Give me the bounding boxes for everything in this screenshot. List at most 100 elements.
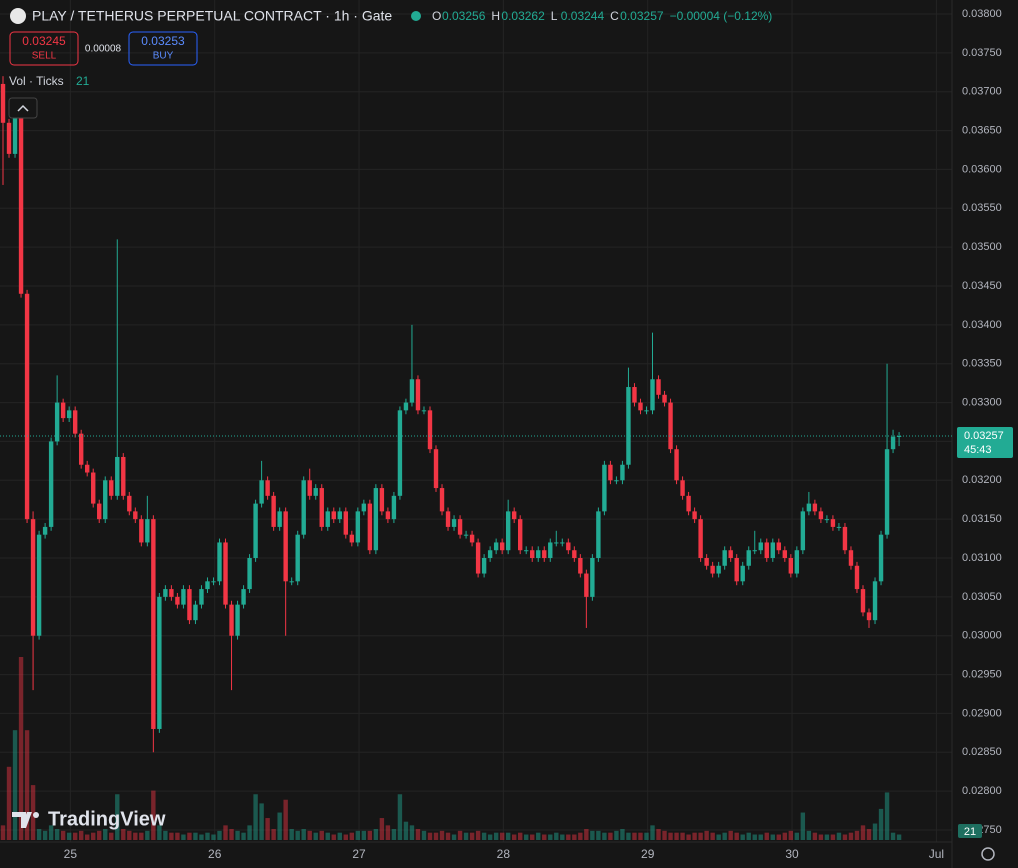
volume-bar [0, 825, 6, 840]
volume-bar [566, 834, 571, 840]
volume-layer [0, 657, 902, 840]
volume-bar [54, 829, 60, 840]
candle-body [602, 464, 607, 512]
volume-bar [854, 830, 860, 840]
volume-badge-label: 21 [964, 826, 976, 838]
sell-price[interactable]: 0.03245 [22, 34, 66, 48]
volume-bar [848, 832, 854, 840]
candle-body [728, 550, 733, 558]
candle-body [403, 402, 409, 411]
candle-body [343, 511, 348, 535]
y-tick-label: 0.03700 [962, 86, 1002, 98]
buy-button[interactable] [128, 31, 198, 66]
time-axis [0, 842, 952, 868]
volume-bar [794, 832, 800, 840]
candle-body [578, 558, 583, 574]
volume-bar [295, 830, 300, 840]
volume-bar [283, 799, 288, 840]
candle-body [668, 402, 673, 450]
y-tick-label: 0.03350 [962, 358, 1002, 370]
candle-body [878, 534, 884, 582]
volume-bar [866, 829, 872, 840]
volume-bar [48, 825, 54, 840]
volume-bar [439, 830, 445, 840]
volume-bar [632, 832, 637, 840]
volume-bar [175, 832, 180, 840]
legend-key: C [610, 9, 619, 23]
volume-bar [30, 785, 36, 840]
spread: 0.00008 [85, 44, 122, 55]
candle-body [97, 503, 102, 520]
volume-bar [860, 825, 866, 840]
volume-bar [524, 834, 529, 840]
candle-body [307, 480, 312, 496]
y-tick-label: 0.03600 [962, 163, 1002, 175]
candle-body [740, 565, 745, 582]
volume-bar [109, 832, 114, 840]
volume-bar [60, 830, 66, 840]
y-tick-label: 0.02850 [962, 746, 1002, 758]
volume-bar [181, 834, 186, 840]
candle-body [229, 604, 234, 636]
y-tick-label: 0.03400 [962, 319, 1002, 331]
candle-body [421, 410, 427, 412]
volume-bar [355, 830, 361, 840]
volume-bar [487, 834, 493, 840]
volume-bar [403, 821, 409, 840]
candle-body [686, 495, 691, 512]
y-tick-label: 0.03750 [962, 47, 1002, 59]
y-tick-label: 0.02900 [962, 707, 1002, 719]
volume-bar [433, 832, 439, 840]
volume-bar [578, 832, 583, 840]
candle-body [36, 534, 42, 636]
y-tick-label: 0.02800 [962, 785, 1002, 797]
candle-body [644, 410, 649, 412]
volume-bar [620, 829, 625, 840]
volume-bar [331, 834, 336, 840]
watermark: TradingView [48, 808, 166, 830]
sell-label[interactable]: SELL [32, 51, 57, 62]
volume-bar [842, 834, 848, 840]
volume-bar [457, 830, 463, 840]
volume-bar [247, 825, 252, 840]
volume-bar [97, 830, 102, 840]
buy-price[interactable]: 0.03253 [141, 34, 185, 48]
candle-body [277, 511, 282, 527]
volume-bar [12, 730, 18, 840]
volume-bar [211, 834, 216, 840]
candle-body [313, 488, 318, 496]
y-tick-label: 0.03050 [962, 591, 1002, 603]
volume-bar [722, 832, 727, 840]
x-tick-label: 27 [352, 847, 366, 861]
volume-bar [770, 834, 775, 840]
legend-key: H [491, 9, 500, 23]
candle-body [157, 596, 162, 729]
candle-body [854, 565, 860, 590]
buy-label[interactable]: BUY [153, 51, 174, 62]
candle-body [12, 115, 18, 154]
legend-key: L [551, 9, 558, 23]
volume-bar [518, 832, 523, 840]
volume-bar [409, 825, 415, 840]
candle-body [127, 495, 132, 512]
volume-bar [337, 832, 342, 840]
volume-bar [638, 832, 643, 840]
collapse-button[interactable] [8, 97, 38, 119]
symbol-title[interactable]: PLAY / TETHERUS PERPETUAL CONTRACT · 1h … [32, 8, 392, 24]
volume-bar [686, 834, 691, 840]
volume-bar [499, 832, 505, 840]
candle-body [109, 480, 114, 496]
candle-body [121, 456, 126, 496]
volume-bar [229, 829, 234, 840]
symbol-icon[interactable] [10, 8, 26, 24]
settings-button[interactable] [981, 847, 995, 861]
candle-body [656, 379, 661, 395]
volume-bar [890, 832, 896, 840]
candle-body [608, 464, 613, 481]
candle-body [554, 542, 559, 544]
sell-button[interactable] [9, 31, 79, 66]
last-price-label: 0.03257 [964, 430, 1004, 442]
volume-bar [872, 823, 878, 840]
candle-body [367, 503, 373, 551]
y-tick-label: 0.03300 [962, 396, 1002, 408]
